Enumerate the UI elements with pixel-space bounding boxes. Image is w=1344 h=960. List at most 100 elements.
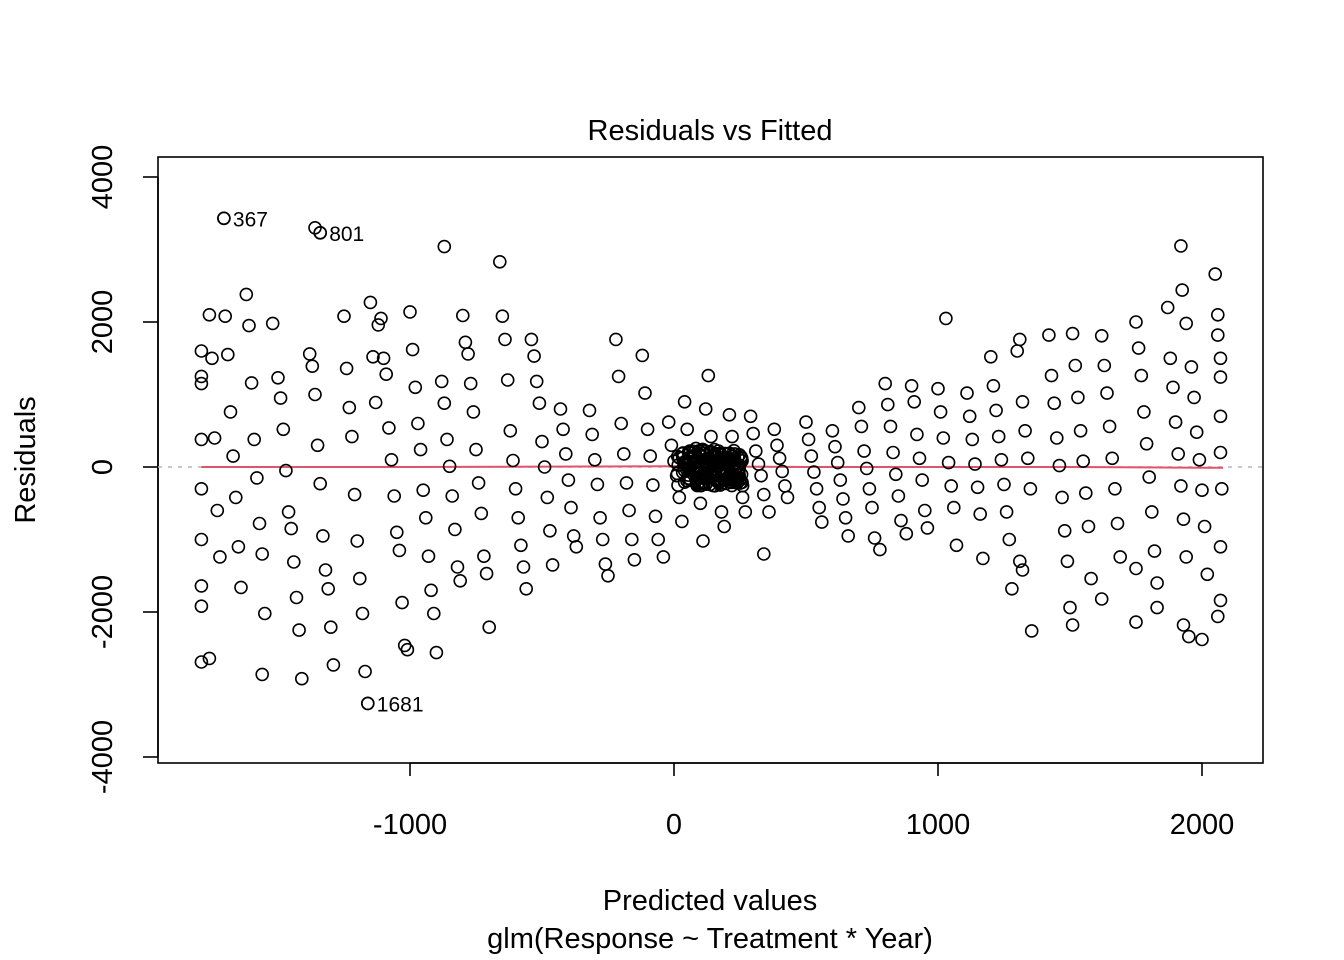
data-point [907, 394, 922, 409]
data-point [326, 658, 341, 672]
data-point [646, 478, 660, 492]
data-point [1100, 386, 1114, 400]
data-point [1179, 550, 1193, 564]
data-point [495, 309, 510, 324]
data-point [498, 332, 512, 347]
data-point [725, 429, 739, 444]
data-point [316, 529, 330, 543]
data-point [1171, 447, 1185, 461]
data-point [1005, 581, 1019, 596]
data-point [537, 460, 552, 474]
data-point [880, 397, 895, 412]
data-point [920, 521, 935, 535]
data-point [939, 311, 953, 326]
data-point [529, 374, 544, 389]
data-point [619, 476, 634, 490]
data-point [931, 381, 945, 396]
data-point [830, 455, 845, 470]
data-point [545, 558, 560, 572]
x-axis-subtitle: glm(Response ~ Treatment * Year) [487, 923, 933, 955]
data-point [1213, 409, 1228, 424]
data-point [807, 465, 821, 479]
data-point [833, 473, 848, 487]
data-point [250, 471, 264, 485]
data-point [226, 449, 240, 463]
data-point [305, 359, 320, 374]
data-point [767, 422, 782, 437]
data-point [770, 438, 784, 453]
data-point [670, 466, 685, 481]
data-point [371, 318, 386, 332]
data-point [564, 500, 578, 515]
data-point [986, 378, 1001, 393]
data-point [838, 510, 853, 525]
data-point [321, 581, 336, 596]
data-point [424, 583, 438, 598]
data-point [363, 295, 378, 310]
data-point [1097, 358, 1112, 373]
data-point [1002, 532, 1017, 547]
data-point [1012, 554, 1027, 569]
data-point [616, 447, 631, 461]
x-tick-label: 2000 [1170, 809, 1235, 841]
data-point [1129, 561, 1143, 576]
data-point [1139, 436, 1154, 451]
data-point [867, 531, 882, 545]
y-tick-label: 4000 [87, 145, 119, 210]
data-point [1174, 239, 1188, 253]
data-point [1211, 609, 1225, 624]
data-point [804, 449, 819, 463]
point-label: 367 [233, 208, 268, 231]
data-point [413, 442, 428, 457]
data-point [778, 479, 792, 493]
data-point [593, 510, 607, 525]
data-point [1071, 390, 1085, 405]
data-point [675, 514, 689, 529]
data-point [1147, 544, 1162, 558]
data-point [207, 431, 222, 445]
data-point [1084, 571, 1098, 586]
data-point [886, 445, 900, 460]
data-point [1213, 370, 1228, 384]
data-point [694, 478, 708, 493]
data-point [355, 606, 370, 621]
data-point [194, 369, 209, 384]
data-point [756, 547, 771, 561]
data-point [255, 667, 270, 682]
data-point [286, 555, 301, 569]
data-point [265, 316, 280, 331]
x-tick-label: 0 [666, 809, 682, 841]
data-point [352, 571, 367, 586]
data-point [598, 557, 613, 571]
data-point [1065, 618, 1080, 632]
data-point [1187, 390, 1201, 405]
data-point [234, 580, 248, 595]
data-point [1213, 445, 1228, 460]
data-point [308, 387, 322, 402]
data-point [672, 490, 687, 505]
data-point [624, 532, 639, 547]
data-point [1179, 316, 1193, 331]
data-point [1131, 341, 1146, 355]
data-point [257, 606, 272, 621]
x-axis-label: Predicted values [603, 885, 817, 917]
data-point [836, 492, 850, 506]
data-point [751, 457, 766, 471]
data-point [609, 332, 623, 347]
data-point [492, 254, 507, 269]
data-point [1010, 344, 1025, 358]
data-point [247, 432, 261, 447]
data-point [915, 473, 930, 487]
data-point [1208, 267, 1222, 281]
data-point [395, 595, 409, 610]
data-point [194, 481, 209, 496]
data-point [989, 403, 1003, 418]
data-point [595, 532, 610, 547]
data-point [814, 515, 829, 529]
data-point [1192, 452, 1207, 467]
data-point [400, 642, 415, 657]
data-point [1050, 431, 1064, 445]
data-point [532, 396, 547, 411]
data-point [714, 505, 729, 519]
data-point [1211, 307, 1225, 322]
